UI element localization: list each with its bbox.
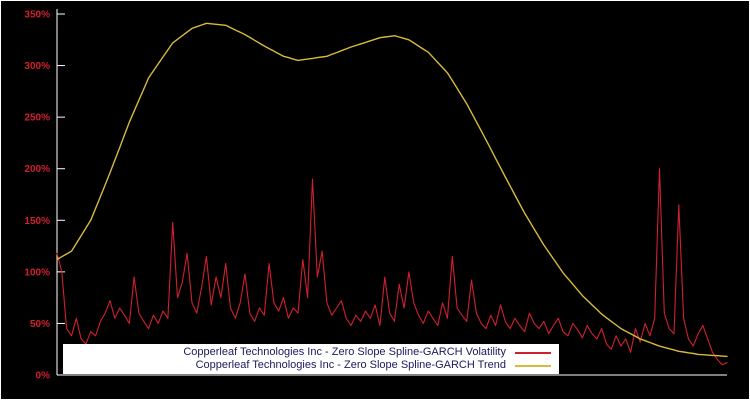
y-tick-label: 50%: [30, 319, 50, 330]
legend-label-trend: Copperleaf Technologies Inc - Zero Slope…: [195, 359, 506, 371]
y-tick-label: 200%: [24, 164, 50, 175]
y-tick-label: 150%: [24, 216, 50, 227]
legend-line-sample-trend: [515, 364, 551, 367]
y-tick-label: 100%: [24, 267, 50, 278]
legend: Copperleaf Technologies Inc - Zero Slope…: [63, 344, 559, 374]
y-tick-label: 350%: [24, 10, 50, 21]
legend-item-trend: Copperleaf Technologies Inc - Zero Slope…: [63, 359, 559, 372]
y-tick-label: 250%: [24, 113, 50, 124]
volatility-series-line: [56, 168, 728, 366]
legend-label-volatility: Copperleaf Technologies Inc - Zero Slope…: [183, 346, 506, 358]
y-tick-label: 0%: [36, 371, 51, 382]
legend-line-sample-volatility: [515, 351, 551, 354]
legend-item-volatility: Copperleaf Technologies Inc - Zero Slope…: [63, 346, 559, 359]
trend-series-line: [56, 22, 728, 358]
y-tick-label: 300%: [24, 61, 50, 72]
